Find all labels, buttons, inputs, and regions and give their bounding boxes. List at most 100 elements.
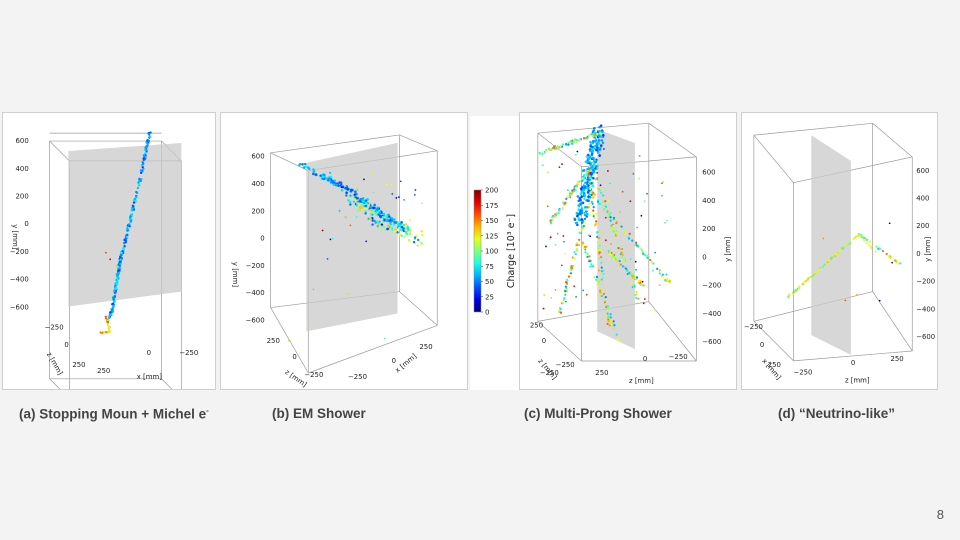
prong-hit (565, 278, 569, 281)
shower-hit (349, 189, 353, 193)
shower-hit (312, 170, 316, 173)
shower-hit (580, 218, 584, 221)
y-axis-label: y [mm] (11, 224, 19, 249)
shower-hit (375, 207, 379, 211)
shower-hit (380, 211, 383, 215)
shower-hit (371, 208, 374, 212)
prong-hit (592, 196, 595, 199)
prong-hit (621, 247, 624, 251)
shower-hit (601, 130, 604, 133)
prong-hit (600, 278, 603, 281)
prong-hit (615, 333, 618, 336)
prong-hit (585, 169, 588, 172)
track-hit (823, 263, 826, 266)
shower-hit (601, 141, 605, 145)
prong-hit (596, 231, 599, 234)
prong-hit (562, 298, 565, 302)
shower-hit (371, 223, 374, 226)
shower-hit (592, 129, 595, 132)
prong-hit (561, 301, 565, 304)
stray-hit (564, 252, 566, 255)
muon-hit (130, 219, 133, 222)
x-tick-label: −250 (540, 369, 559, 377)
prong-hit (580, 228, 583, 231)
muon-hit (129, 215, 132, 218)
prong-hit (591, 264, 595, 267)
shower-hit (389, 226, 392, 229)
prong-hit (574, 184, 577, 188)
prong-hit (578, 238, 581, 241)
prong-hit (564, 202, 567, 205)
shower-hit (582, 191, 586, 195)
prong-hit (590, 133, 593, 136)
stray-hit (346, 292, 349, 295)
stray-hit (638, 154, 641, 157)
shower-hit (404, 228, 407, 231)
stray-hit (542, 307, 545, 310)
stray-hit (558, 166, 561, 169)
prong-hit (563, 296, 566, 300)
prong-hit (599, 132, 602, 135)
prong-hit (590, 200, 593, 203)
z-tick-label: −250 (556, 361, 575, 369)
muon-hit (144, 156, 147, 159)
shower-hit (312, 168, 315, 171)
shower-hit (392, 223, 396, 226)
muon-hit (117, 269, 120, 272)
prong-hit (585, 172, 588, 175)
shower-hit (393, 218, 396, 221)
track-hit (848, 241, 851, 244)
track-hit (870, 247, 873, 250)
y-axis-label: y [mm] (924, 236, 932, 261)
stray-hit (546, 171, 549, 174)
prong-hit (598, 244, 601, 247)
stray-hit (543, 294, 546, 296)
prong-hit (558, 208, 561, 212)
shower-hit (598, 148, 602, 151)
track-hit (868, 244, 870, 247)
prong-hit (551, 218, 554, 222)
track-hit (868, 240, 872, 243)
stray-hit (569, 191, 572, 194)
stray-hit (585, 293, 588, 296)
stray-hit (652, 269, 654, 272)
stray-hit (589, 235, 592, 238)
prong-hit (658, 272, 661, 275)
shower-hit (575, 221, 579, 225)
y-tick-label: 400 (16, 165, 29, 173)
shower-hit (340, 188, 344, 192)
shower-hit (364, 210, 367, 213)
shower-hit (396, 231, 399, 234)
stray-hit (310, 324, 313, 327)
prong-hit (575, 248, 579, 251)
stray-hit (636, 226, 639, 229)
stray-hit (604, 239, 607, 242)
prong-hit (589, 187, 592, 191)
shower-hit (374, 221, 377, 224)
muon-hit (141, 166, 144, 169)
shower-hit (369, 217, 372, 220)
stray-hit (574, 253, 577, 256)
z-tick-label: 0 (64, 341, 68, 349)
stray-hit (115, 265, 118, 267)
prong-hit (631, 273, 634, 276)
prong-hit (616, 242, 619, 245)
shower-hit (383, 216, 387, 219)
stray-hit (413, 193, 416, 196)
prong-hit (586, 255, 589, 258)
stray-hit (408, 219, 411, 222)
prong-hit (596, 248, 599, 252)
track-hit (818, 269, 821, 272)
shower-hit (586, 158, 590, 161)
track-hit (839, 249, 842, 252)
prong-hit (598, 189, 602, 192)
prong-hit (571, 189, 574, 192)
shower-hit (591, 184, 595, 188)
shower-hit (367, 217, 370, 221)
shower-hit (597, 151, 600, 154)
prong-hit (581, 241, 585, 244)
prong-hit (608, 251, 612, 254)
shower-hit (356, 202, 359, 205)
prong-hit (601, 200, 605, 204)
track-hit (801, 282, 804, 286)
